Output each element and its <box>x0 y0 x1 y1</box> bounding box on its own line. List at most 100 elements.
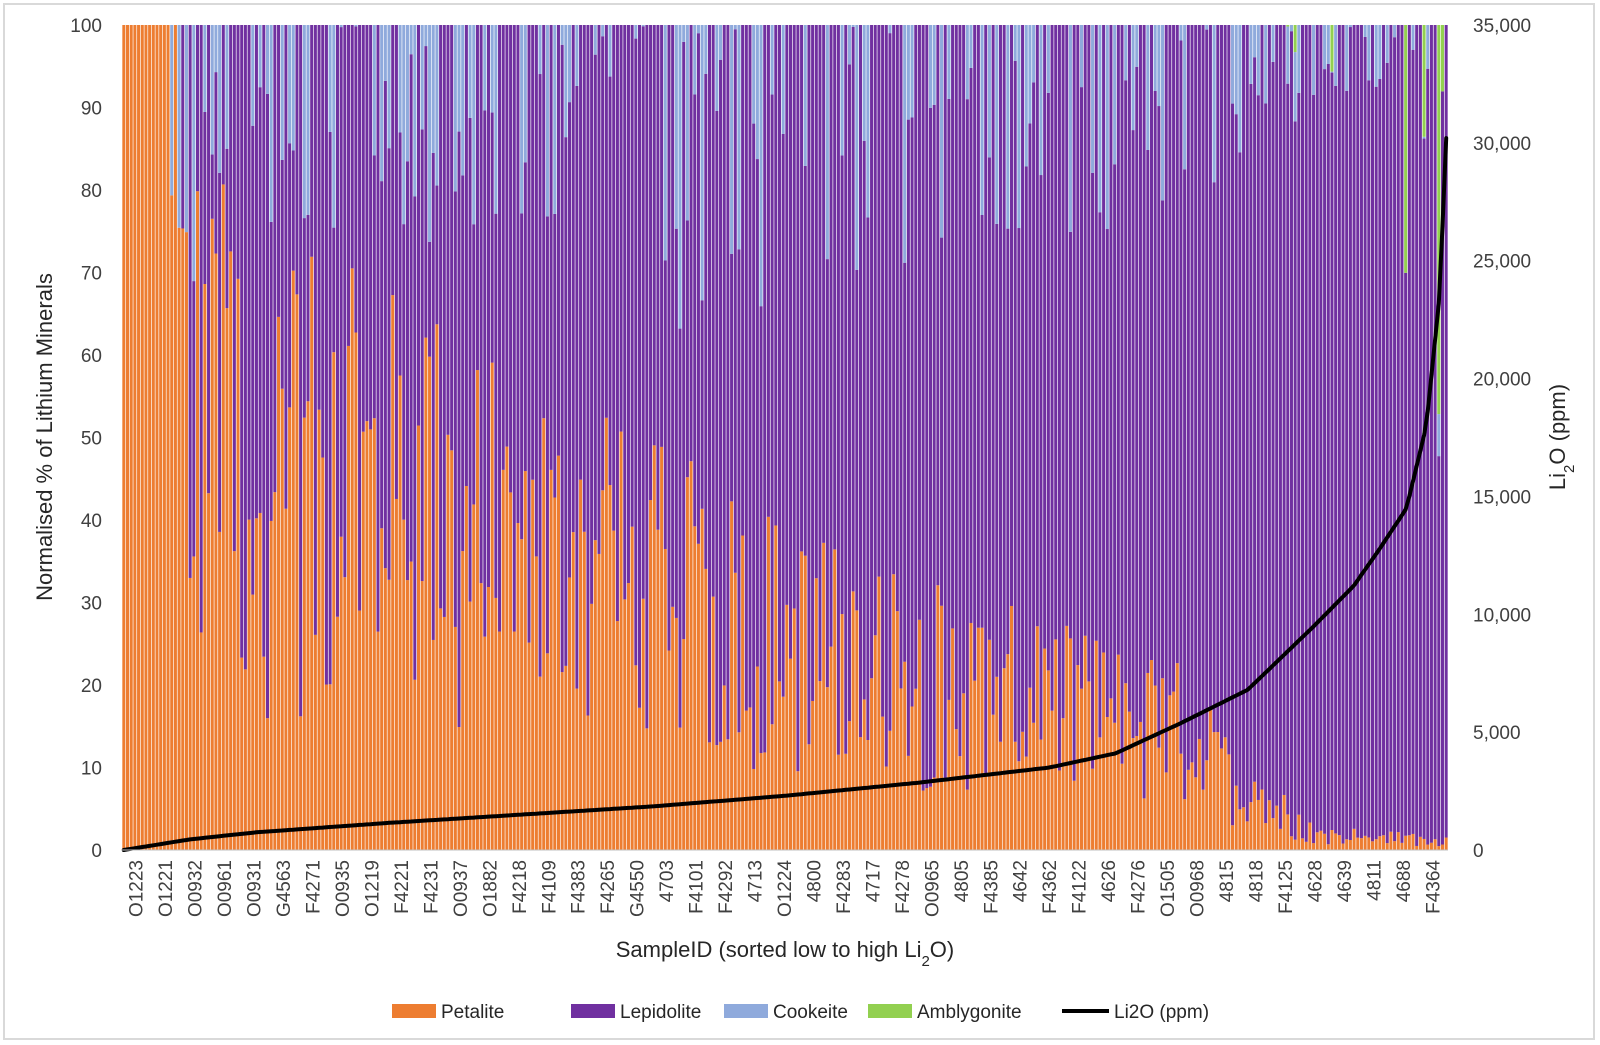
x-tick-label: O1505 <box>1158 860 1179 917</box>
bar-petalite <box>840 614 844 850</box>
bar-petalite <box>361 431 365 850</box>
bar-petalite <box>1183 799 1187 850</box>
bar-petalite <box>1223 737 1227 850</box>
bar-petalite <box>925 788 929 850</box>
bar-lepidolite <box>792 25 796 609</box>
bar-lepidolite <box>641 26 645 599</box>
x-tick-label: 4626 <box>1099 860 1120 902</box>
x-tick-label: F4271 <box>304 860 325 914</box>
bar-lepidolite <box>892 25 896 575</box>
bar-lepidolite <box>973 25 977 681</box>
left-tick-label: 40 <box>81 511 102 532</box>
bar-lepidolite <box>1323 69 1327 834</box>
legend-swatch-cookeite <box>724 1004 768 1018</box>
bar-cookeite <box>328 25 332 132</box>
bar-cookeite <box>1286 26 1290 84</box>
bar-petalite <box>369 429 373 850</box>
bar-lepidolite <box>313 25 317 635</box>
bar-lepidolite <box>299 25 303 717</box>
bar-lepidolite <box>199 25 203 633</box>
bar-lepidolite <box>1212 182 1216 733</box>
bar-lepidolite <box>836 25 840 755</box>
bar-petalite <box>464 486 468 850</box>
bar-lepidolite <box>181 25 185 229</box>
bar-lepidolite <box>951 25 955 629</box>
bar-petalite <box>1094 640 1098 850</box>
x-tick-label: F4364 <box>1423 860 1444 914</box>
bar-lepidolite <box>818 25 822 682</box>
bar-lepidolite <box>1304 25 1308 842</box>
bar-lepidolite <box>1370 25 1374 842</box>
bar-petalite <box>199 632 203 850</box>
bar-petalite <box>1374 839 1378 850</box>
bar-cookeite <box>906 25 910 120</box>
bar-cookeite <box>1367 25 1371 81</box>
bar-lepidolite <box>1157 106 1161 748</box>
bar-lepidolite <box>719 59 723 742</box>
bar-lepidolite <box>991 25 995 715</box>
bar-lepidolite <box>1010 25 1014 606</box>
bar-lepidolite <box>490 112 494 363</box>
bar-petalite <box>969 622 973 850</box>
bar-petalite <box>523 471 527 850</box>
bar-petalite <box>306 401 310 850</box>
left-tick-label: 90 <box>81 99 102 120</box>
bar-petalite <box>203 284 207 850</box>
bar-petalite <box>1076 665 1080 850</box>
bar-petalite <box>148 25 152 850</box>
bar-amblygonite <box>1286 25 1290 27</box>
bar-lepidolite <box>1091 172 1095 769</box>
bar-petalite <box>789 658 793 850</box>
bar-petalite <box>509 492 513 850</box>
bar-lepidolite <box>372 155 376 419</box>
bar-cookeite <box>520 25 524 214</box>
bar-lepidolite <box>376 25 380 632</box>
bar-cookeite <box>682 25 686 42</box>
x-tick-label: F4292 <box>716 860 737 914</box>
x-tick-label: O1219 <box>363 860 384 917</box>
bar-lepidolite <box>549 25 553 470</box>
bar-lepidolite <box>726 25 730 740</box>
bar-lepidolite <box>461 175 465 552</box>
bar-petalite <box>774 525 778 850</box>
bar-petalite <box>1172 691 1176 850</box>
bar-petalite <box>218 531 222 850</box>
bar-petalite <box>1164 772 1168 850</box>
bar-lepidolite <box>660 25 664 447</box>
right-tick-label: 30,000 <box>1473 134 1531 155</box>
bar-cookeite <box>398 25 402 133</box>
bar-lepidolite <box>958 25 962 757</box>
bar-cookeite <box>1153 25 1157 91</box>
bar-petalite <box>1312 843 1316 850</box>
bar-petalite <box>1201 789 1205 850</box>
bar-petalite <box>936 585 940 850</box>
bar-petalite <box>674 617 678 850</box>
bar-lepidolite <box>196 25 200 192</box>
x-tick-label: O0935 <box>333 860 354 917</box>
bar-lepidolite <box>1116 25 1120 655</box>
bar-lepidolite <box>881 25 885 717</box>
bar-petalite <box>980 627 984 850</box>
bar-cookeite <box>265 25 269 94</box>
right-tick-label: 15,000 <box>1473 487 1531 508</box>
bar-petalite <box>1113 722 1117 850</box>
bar-lepidolite <box>369 25 373 430</box>
bar-lepidolite <box>1050 25 1054 711</box>
bar-cookeite <box>538 25 542 75</box>
bar-petalite <box>1068 638 1072 850</box>
bar-petalite <box>1010 605 1014 850</box>
bar-lepidolite <box>1087 25 1091 682</box>
bar-lepidolite <box>936 25 940 586</box>
bar-lepidolite <box>1271 61 1275 819</box>
bar-lepidolite <box>1021 25 1025 732</box>
bar-cookeite <box>803 25 807 166</box>
bar-petalite <box>770 724 774 850</box>
bar-lepidolite <box>711 25 715 597</box>
bar-petalite <box>137 25 141 850</box>
bar-lepidolite <box>1076 25 1080 666</box>
bar-petalite <box>505 446 509 850</box>
bar-petalite <box>1032 722 1036 850</box>
bar-petalite <box>1161 678 1165 850</box>
bar-petalite <box>954 729 958 850</box>
bar-lepidolite <box>236 25 240 279</box>
